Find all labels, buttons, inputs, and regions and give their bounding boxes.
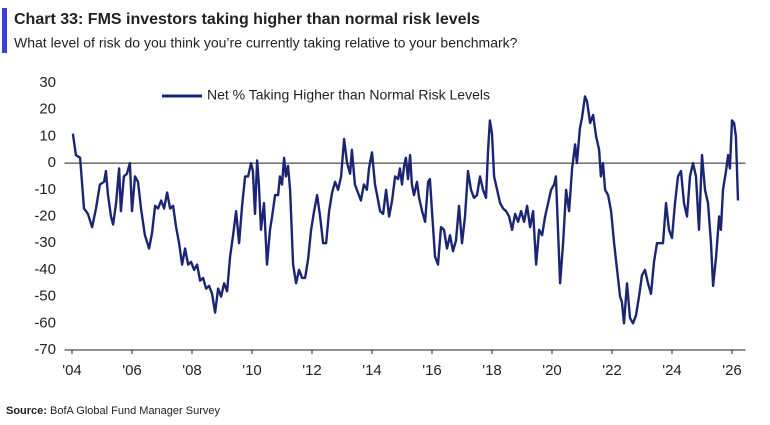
x-tick-label: '24 (662, 362, 682, 379)
line-series (71, 95, 740, 325)
source-label: Source: (6, 405, 47, 417)
y-tick-label: -40 (34, 261, 56, 278)
y-tick-label: 20 (39, 101, 56, 118)
x-tick-label: '14 (362, 362, 382, 379)
x-tick-label: '12 (302, 362, 322, 379)
x-tick-label: '16 (422, 362, 442, 379)
y-tick-label: -30 (34, 234, 56, 251)
y-tick-label: -20 (34, 207, 56, 224)
legend-label: Net % Taking Higher than Normal Risk Lev… (207, 87, 490, 103)
x-tick-label: '22 (602, 362, 622, 379)
y-tick-label: 30 (39, 74, 56, 91)
x-tick-label: '18 (482, 362, 502, 379)
x-tick-label: '26 (722, 362, 742, 379)
x-tick-label: '20 (542, 362, 562, 379)
y-tick-label: -60 (34, 314, 56, 331)
source: BofA Global Fund Manager Survey (50, 405, 220, 417)
x-tick-label: '04 (62, 362, 82, 379)
title-accent (2, 8, 7, 53)
chart-subtitle: What level of risk do you think you’re c… (14, 35, 518, 51)
x-tick-label: '10 (242, 362, 262, 379)
y-tick-label: 0 (48, 154, 56, 171)
y-tick-label: -50 (34, 288, 56, 305)
chart-title: Chart 33: FMS investors taking higher th… (14, 11, 480, 28)
y-tick-label: 10 (39, 127, 56, 144)
y-tick-label: -10 (34, 181, 56, 198)
y-tick-label: -70 (34, 341, 56, 358)
x-tick-label: '08 (182, 362, 202, 379)
x-tick-label: '06 (122, 362, 142, 379)
